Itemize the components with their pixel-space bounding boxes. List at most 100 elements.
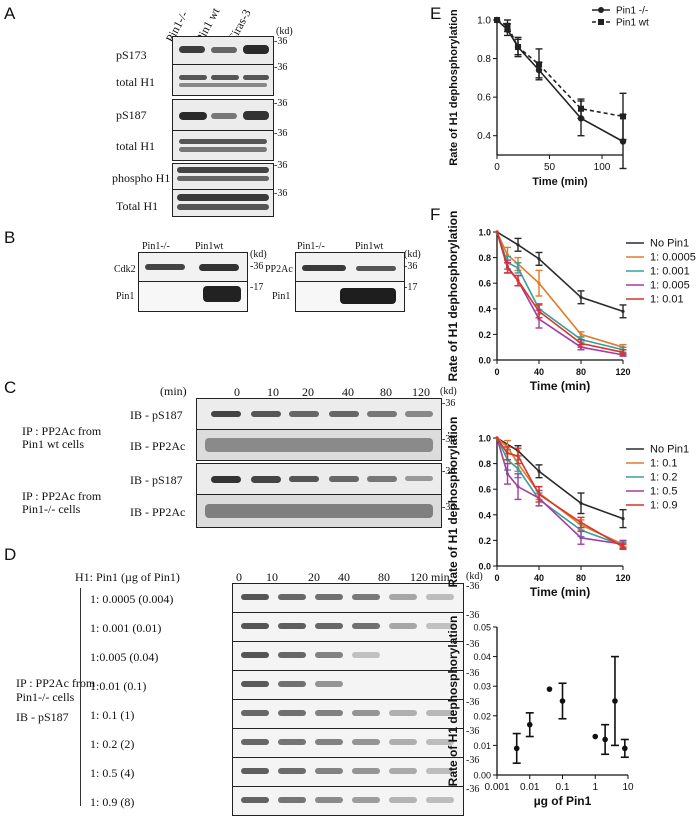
data-point: [579, 501, 583, 505]
kd-label: (kd): [404, 249, 421, 260]
ip-label-ko: IP : PP2Ac from Pin1-/- cells: [22, 489, 102, 516]
marker: -36: [466, 639, 480, 650]
data-point: [579, 341, 583, 345]
marker: -36: [274, 160, 288, 171]
data-point: [526, 721, 533, 728]
lane-label: Pin1wt: [355, 241, 384, 252]
x-tick-label: 80: [576, 573, 586, 583]
series-line: [496, 437, 624, 547]
marker: -36: [466, 755, 480, 766]
blot-band: [278, 739, 306, 745]
data-point: [516, 454, 520, 458]
x-tick-label: 120: [615, 573, 630, 583]
legend-label: 1: 0.9: [650, 500, 678, 512]
ib-label-d: IB - pS187: [16, 710, 69, 724]
data-point: [621, 545, 625, 549]
marker: -36: [442, 502, 456, 513]
time-label: 0: [236, 570, 242, 584]
y-tick-label: 0.01: [473, 741, 491, 751]
blot-band: [352, 739, 380, 745]
marker: -36: [274, 98, 288, 109]
y-axis-label: Rate of H1 dephosphorylation: [446, 417, 460, 588]
ip-label-wt: IP : PP2Ac from Pin1 wt cells: [22, 424, 102, 451]
row-label: Cdk2: [114, 264, 136, 275]
y-tick-label: 0.05: [473, 623, 491, 633]
data-point: [537, 257, 541, 261]
data-point: [495, 436, 499, 440]
blot-phospho-h1: [172, 163, 274, 190]
x-tick-label: 120: [615, 367, 630, 377]
legend-marker: [598, 19, 604, 25]
y-tick-label: 0.03: [473, 682, 491, 692]
blot-band: [389, 768, 417, 774]
blot-band: [241, 739, 269, 745]
blot-band: [352, 710, 380, 716]
data-point: [495, 230, 499, 234]
data-point: [536, 61, 542, 68]
time-label: 120 min: [410, 570, 450, 584]
y-tick-label: 0.6: [478, 279, 491, 289]
blot-band: [278, 797, 306, 803]
data-point: [505, 266, 510, 270]
panel-letter-e: E: [430, 4, 442, 23]
blot-band: [389, 623, 417, 629]
panel-d-header: H1: Pin1 (µg of Pin1): [75, 570, 180, 584]
marker: -36: [466, 726, 480, 737]
data-point: [537, 281, 541, 285]
legend-marker: [598, 7, 604, 13]
marker: -36: [250, 261, 264, 272]
legend-label: 1: 0.001: [650, 266, 690, 278]
blot-band: [426, 797, 454, 803]
y-tick-label: 0.2: [478, 536, 491, 546]
series-line: [496, 437, 624, 548]
blot-band: [278, 681, 306, 687]
blot-band: [426, 710, 454, 716]
y-tick-label: 0.00: [473, 771, 491, 781]
blot-band: [389, 797, 417, 803]
blot-band: [352, 768, 380, 774]
data-point: [578, 105, 584, 112]
marker: -36: [466, 668, 480, 679]
x-tick-label: 80: [576, 367, 586, 377]
blot-total-h1: [172, 64, 274, 96]
blot-band: [315, 623, 343, 629]
data-point: [513, 745, 520, 752]
blot-band: [278, 594, 306, 600]
blot-band: [278, 623, 306, 629]
x-tick-label: 10: [622, 782, 634, 793]
y-tick-label: 0.2: [478, 330, 491, 340]
x-tick-label: 100: [594, 162, 611, 173]
blot-pin1-right: [295, 281, 405, 312]
blot-band: [315, 768, 343, 774]
blot-c3: [196, 463, 442, 495]
marker: -36: [274, 128, 288, 139]
data-point: [612, 698, 618, 704]
row-label: pS173: [116, 48, 147, 62]
blot-d-row: [232, 583, 464, 613]
ip-label-d: IP : PP2Ac from: [16, 676, 96, 690]
blot-band: [315, 739, 343, 745]
y-axis-label: Rate of H1 dephosphorylation: [446, 616, 460, 787]
y-tick-label: 0.0: [478, 562, 491, 572]
row-label: 1:0.005 (0.04): [90, 650, 159, 664]
blot-band: [352, 594, 380, 600]
data-point: [621, 517, 625, 521]
row-label: 1: 0.9 (8): [90, 795, 135, 809]
series-line: [496, 231, 624, 348]
blot-c2: [196, 429, 442, 461]
y-tick-label: 1.0: [478, 434, 491, 444]
row-label: Pin1: [116, 291, 135, 302]
panel-letter-a: A: [4, 4, 16, 23]
row-label: 1:0.01 (0.1): [90, 679, 147, 693]
data-point: [559, 698, 566, 704]
row-label: 1: 0.001 (0.01): [90, 621, 162, 635]
marker: -36: [274, 36, 288, 47]
row-label: 1: 0.1 (1): [90, 708, 135, 722]
legend-label: 1: 0.01: [650, 294, 684, 306]
blot-band: [241, 681, 269, 687]
legend-label: Pin1 wt: [616, 18, 649, 29]
marker: -36: [466, 697, 480, 708]
lane-label: Pin1-/-: [297, 241, 325, 252]
row-label: total H1: [116, 139, 155, 153]
y-tick-label: 0.02: [473, 711, 491, 721]
